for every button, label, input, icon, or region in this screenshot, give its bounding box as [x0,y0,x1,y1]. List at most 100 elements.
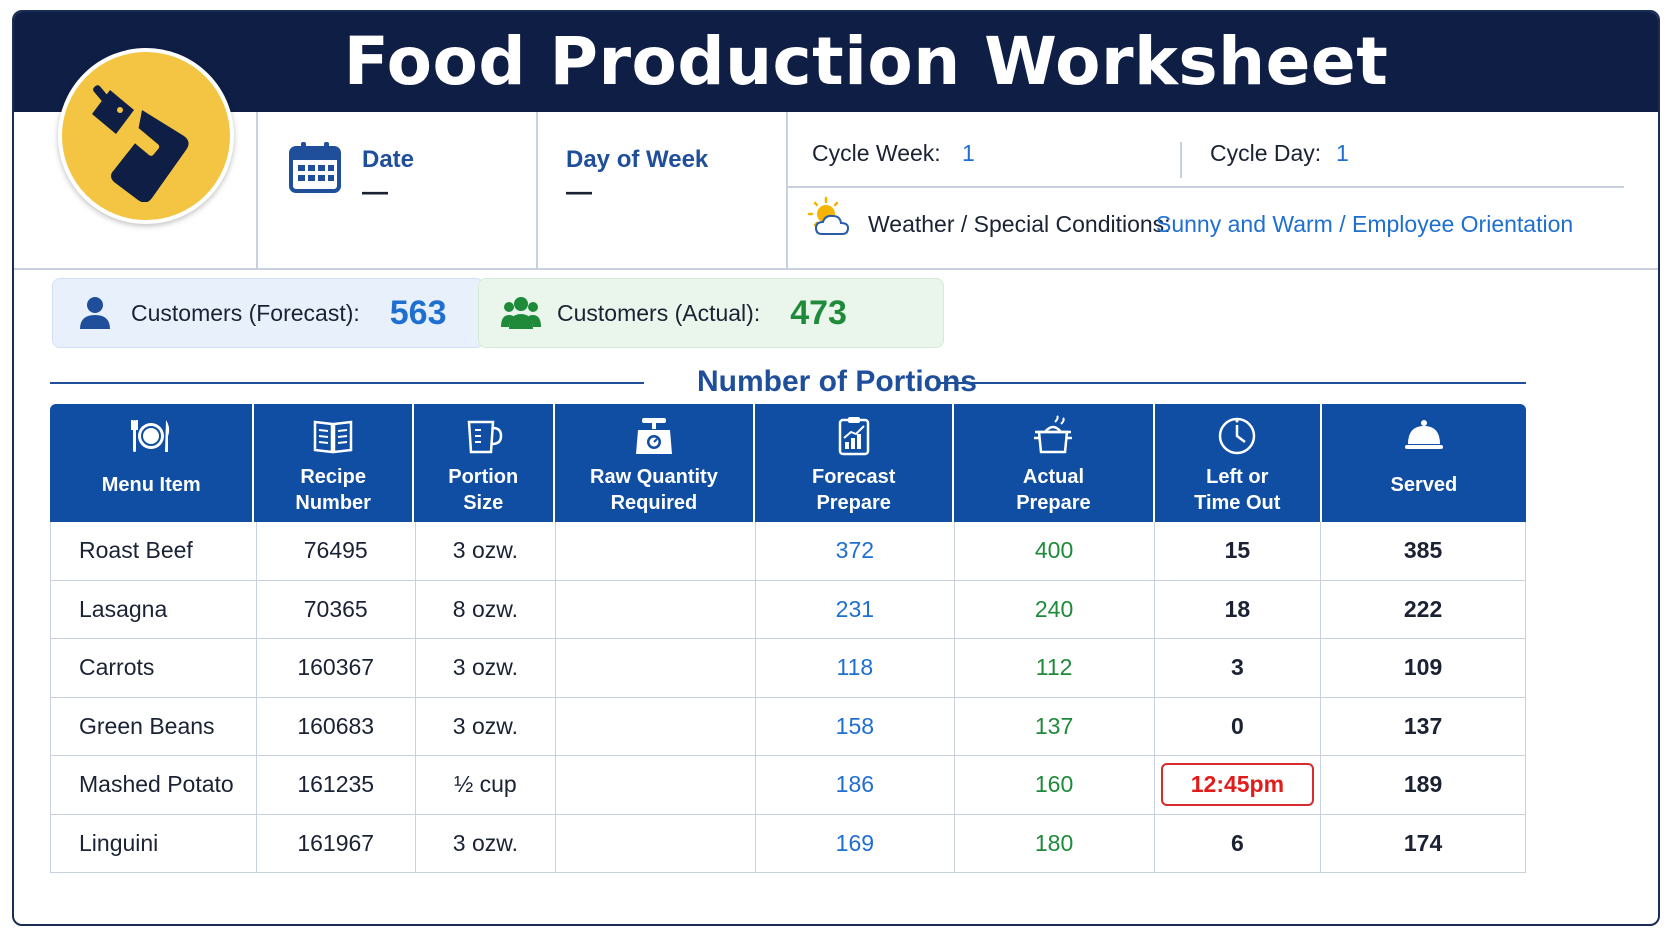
divider [786,112,788,270]
cell-actual-prepare[interactable]: 112 [955,639,1155,697]
cell-forecast-prepare[interactable]: 186 [756,756,955,814]
cell-actual-prepare-value: 240 [1034,595,1074,622]
cell-left-or-time-out[interactable]: 0 [1155,697,1322,755]
clipboard-chart-icon [838,417,869,456]
column-header-recipe-number[interactable]: Recipe Number [254,404,414,522]
cell-forecast-prepare-value: 158 [835,712,875,739]
cell-served[interactable]: 174 [1321,815,1525,873]
cell-actual-prepare[interactable]: 160 [955,756,1155,814]
cell-portion-size[interactable]: 3 ozw. [416,522,557,580]
date-label: Date [362,146,415,173]
section-title: Number of Portions [696,365,977,398]
column-header-label: Served [1390,474,1458,496]
cell-recipe-number[interactable]: 70365 [257,580,416,638]
cell-left-or-time-out[interactable]: 18 [1155,580,1322,638]
cell-forecast-prepare[interactable]: 158 [756,697,955,755]
column-header-actual-prepare[interactable]: Actual Prepare [954,404,1155,522]
cell-forecast-prepare[interactable]: 118 [756,639,955,697]
cycle-week-value[interactable]: 1 [962,140,975,166]
cell-actual-prepare[interactable]: 180 [955,814,1155,872]
cell-recipe-number-value: 161235 [297,771,375,798]
table-row: Linguini 161967 3 ozw. 169 180 6 174 [50,814,1526,873]
cell-served-value: 137 [1403,712,1443,739]
cell-recipe-number[interactable]: 161967 [257,814,416,872]
cell-recipe-number[interactable]: 76495 [257,522,416,580]
cell-served-value: 222 [1403,595,1443,622]
cell-left-or-time-out[interactable]: 6 [1155,814,1322,872]
cell-recipe-number-value: 161967 [297,829,375,856]
cell-actual-prepare-value: 180 [1034,829,1074,856]
cell-served[interactable]: 137 [1321,698,1525,756]
cell-forecast-prepare[interactable]: 231 [756,580,955,638]
customers-forecast-box[interactable]: Customers (Forecast): 563 [52,278,484,348]
cell-recipe-number[interactable]: 160367 [257,639,416,697]
cell-raw-quantity[interactable] [556,522,757,580]
date-cell[interactable]: Date — [256,112,536,270]
table-row: Mashed Potato 161235 ½ cup 186 160 12:45pm 189 [50,756,1526,815]
cell-menu-item[interactable]: Carrots [51,639,257,697]
cell-actual-prepare[interactable]: 240 [955,580,1155,638]
column-header-label: Size [463,492,504,514]
cell-menu-item[interactable]: Linguini [51,814,257,872]
cell-portion-size[interactable]: 3 ozw. [416,639,557,697]
table-row: Roast Beef 76495 3 ozw. 372 400 15 385 [50,522,1526,581]
cell-served[interactable]: 222 [1321,581,1525,639]
cell-recipe-number[interactable]: 160683 [257,697,416,755]
cell-left-or-time-out[interactable]: 15 [1155,522,1322,580]
cycle-day-value[interactable]: 1 [1336,140,1349,166]
cell-portion-size[interactable]: 3 ozw. [416,814,557,872]
cell-served[interactable]: 189 [1321,756,1525,814]
cell-served-value: 189 [1403,771,1443,798]
column-header-portion-size[interactable]: Portion Size [414,404,555,522]
cell-forecast-prepare[interactable]: 372 [756,522,955,580]
calendar-icon [289,142,341,193]
cell-served[interactable]: 385 [1321,522,1525,580]
cell-raw-quantity[interactable] [556,697,757,755]
customers-actual-box[interactable]: Customers (Actual): 473 [478,278,944,348]
cell-raw-quantity[interactable] [556,814,757,872]
column-header-served[interactable]: Served [1322,404,1526,522]
customers-forecast-value: 563 [389,293,447,332]
cell-actual-prepare[interactable]: 137 [955,697,1155,755]
column-header-raw-quantity[interactable]: Raw Quantity Required [555,404,756,522]
cell-menu-item[interactable]: Roast Beef [51,522,257,580]
cell-recipe-number-value: 76495 [303,537,368,564]
cell-portion-size[interactable]: 3 ozw. [416,697,557,755]
cell-served-value: 385 [1403,537,1443,564]
cell-served[interactable]: 109 [1321,639,1525,697]
cell-menu-item[interactable]: Mashed Potato [51,756,257,814]
cell-portion-size[interactable]: 8 ozw. [416,580,557,638]
cell-left-or-time-out-value: 18 [1224,595,1251,622]
cell-menu-item-value: Mashed Potato [79,771,234,798]
cell-portion-size-value: 8 ozw. [452,595,518,622]
table-row: Carrots 160367 3 ozw. 118 112 3 109 [50,639,1526,698]
cell-forecast-prepare[interactable]: 169 [756,814,955,872]
weather-value[interactable]: Sunny and Warm / Employee Orientation [1156,211,1574,237]
cell-served-value: 174 [1403,829,1443,856]
cell-left-or-time-out[interactable]: 12:45pm [1155,756,1322,814]
cell-menu-item[interactable]: Lasagna [51,580,257,638]
day-of-week-cell[interactable]: Day of Week — [536,112,786,270]
cell-raw-quantity[interactable] [556,639,757,697]
column-header-label: Menu Item [101,474,201,496]
divider [1180,142,1182,178]
info-row: Date — Day of Week — [14,112,1658,270]
cell-forecast-prepare-value: 231 [835,595,875,622]
cell-menu-item-value: Linguini [79,829,159,856]
column-header-forecast-prepare[interactable]: Forecast Prepare [755,404,955,522]
cell-raw-quantity[interactable] [556,580,757,638]
cell-raw-quantity[interactable] [556,756,757,814]
column-header-menu-item[interactable]: Menu Item [50,404,255,522]
cell-actual-prepare[interactable]: 400 [955,522,1155,580]
cell-recipe-number[interactable]: 161235 [257,756,416,814]
cell-left-or-time-out[interactable]: 3 [1155,639,1322,697]
sun-cloud-icon [807,196,850,235]
weather-label: Weather / Special Conditions: [868,211,1171,237]
cell-menu-item[interactable]: Green Beans [51,697,257,755]
scale-icon [635,418,672,454]
cell-portion-size[interactable]: ½ cup [416,756,557,814]
cell-recipe-number-value: 160683 [297,712,375,739]
cell-actual-prepare-value: 137 [1034,712,1074,739]
column-header-left-or-time-out[interactable]: Left or Time Out [1155,404,1322,522]
column-header-label: Raw Quantity [590,466,718,488]
